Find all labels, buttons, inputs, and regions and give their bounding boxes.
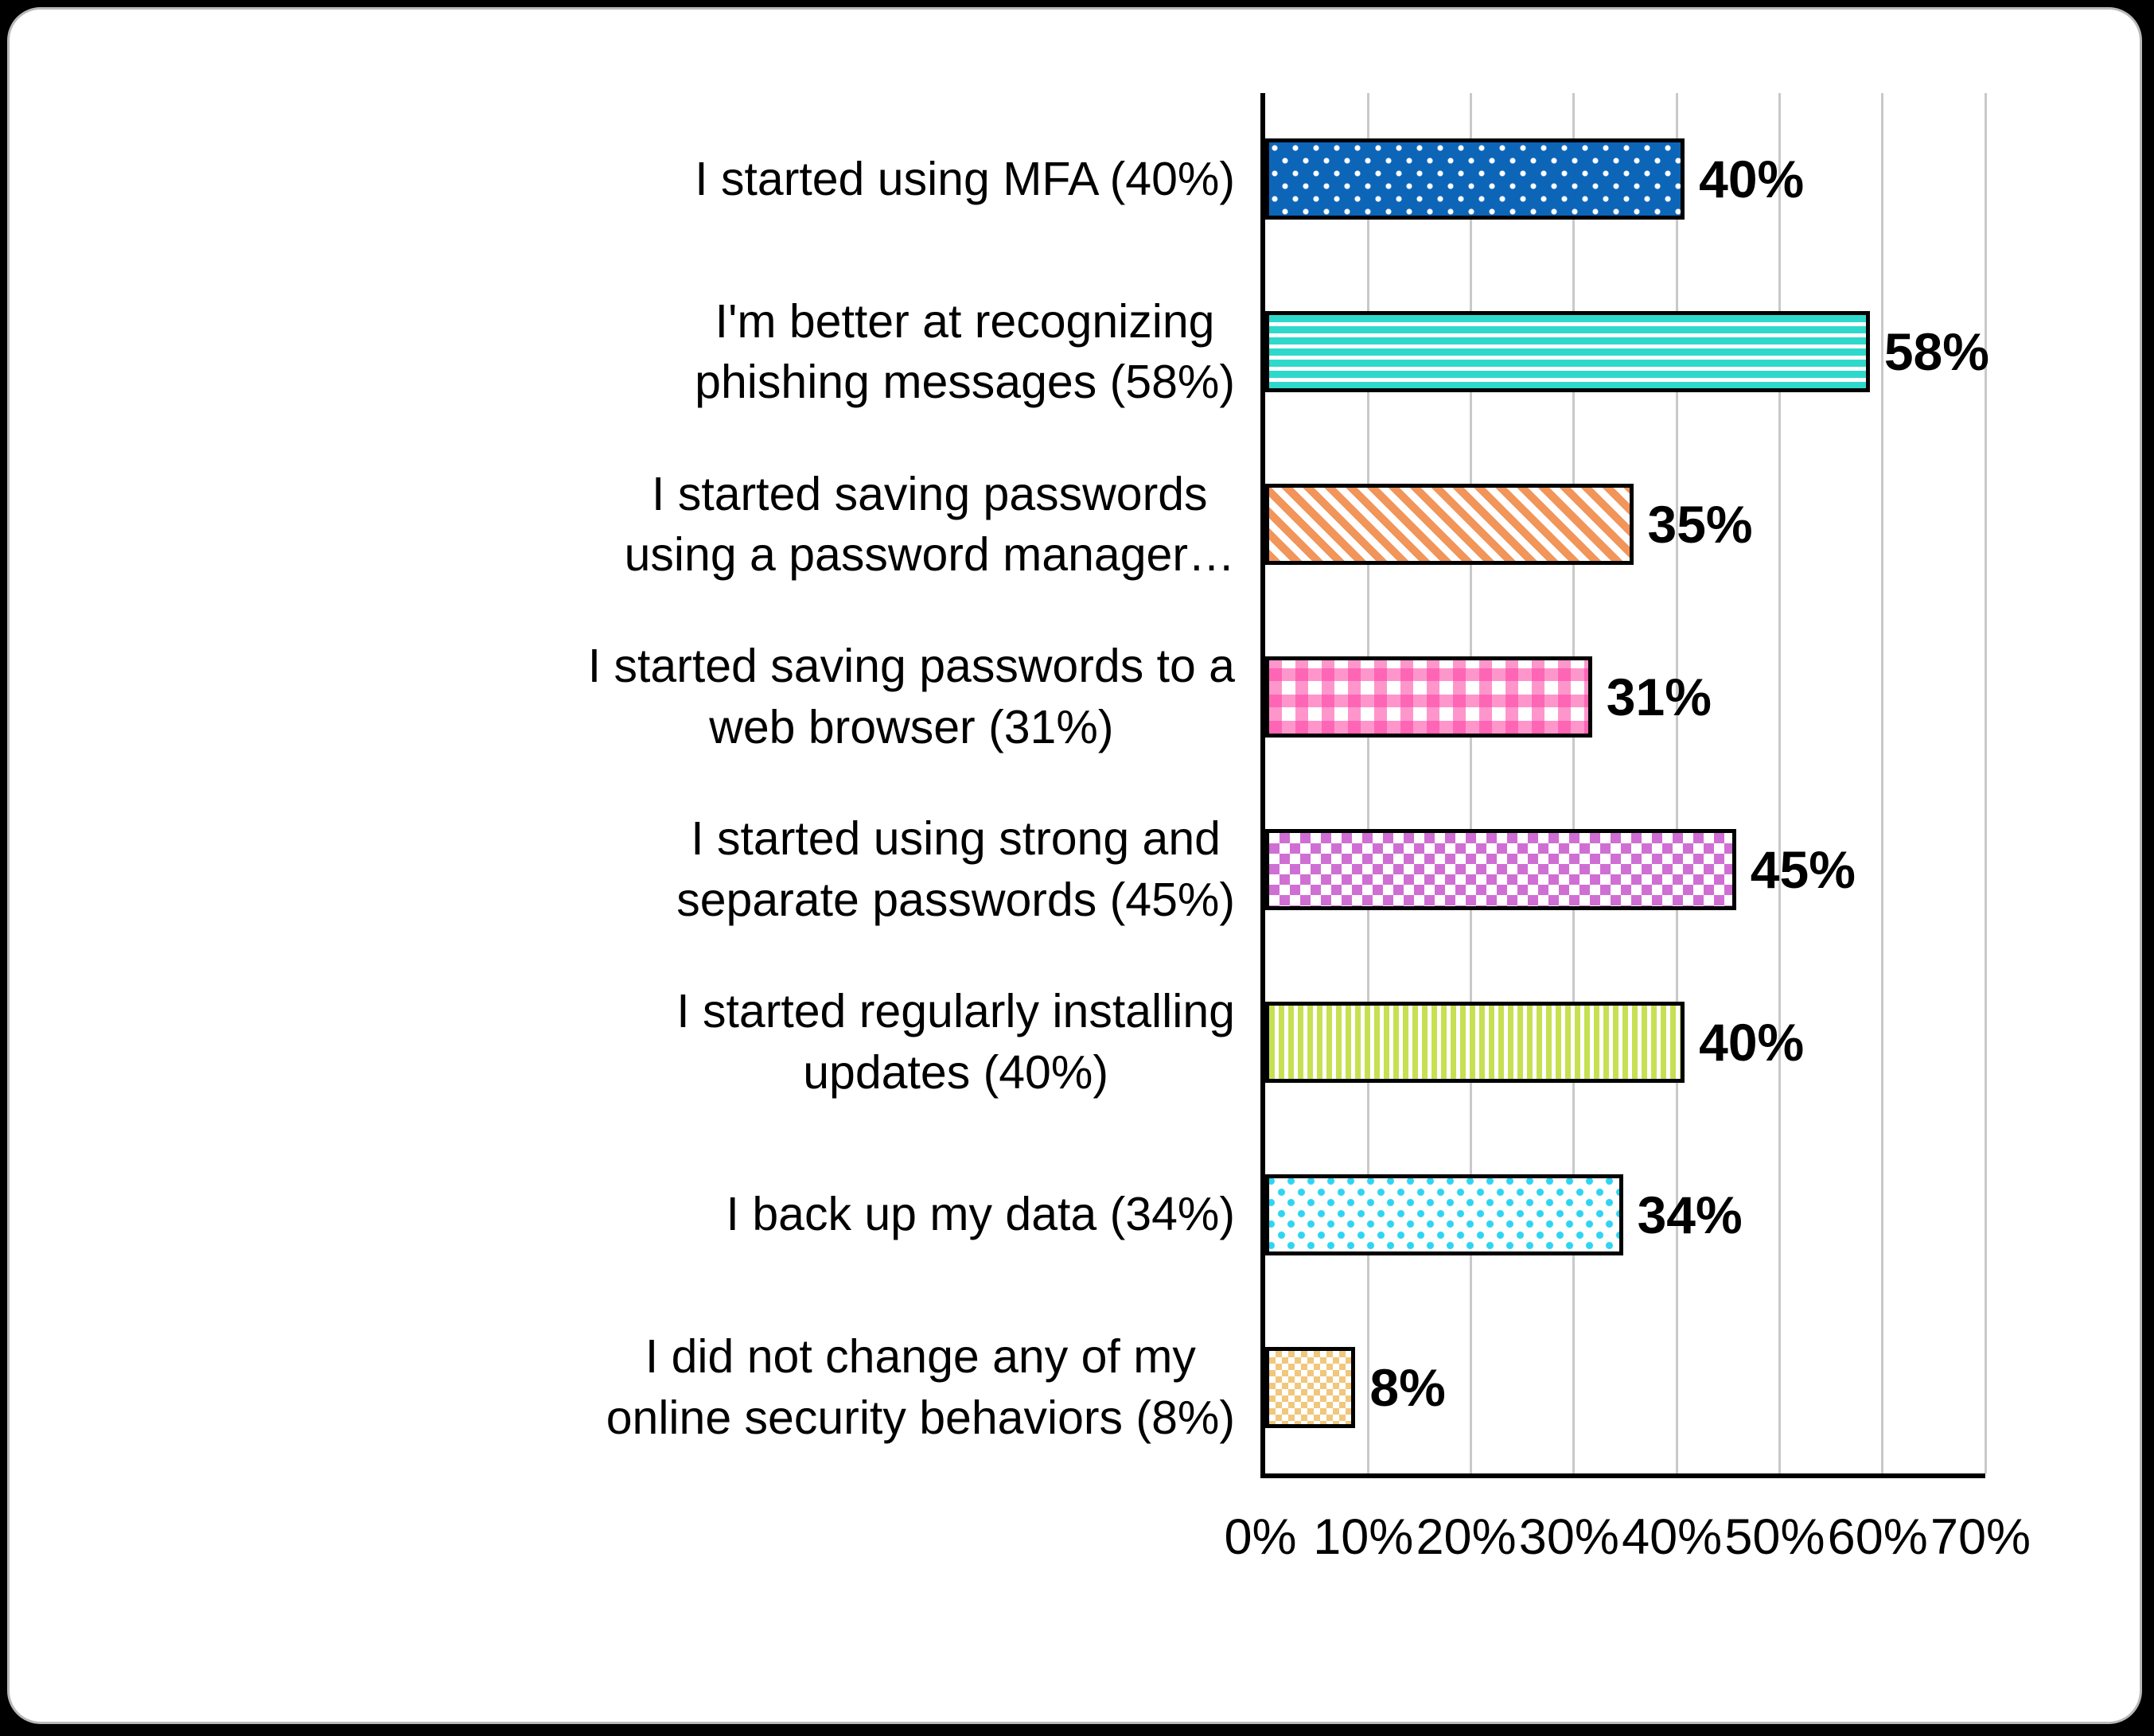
bar — [1265, 828, 1736, 910]
category-label-text: I started regularly installing updates (… — [676, 985, 1235, 1099]
value-label: 31% — [1606, 668, 1712, 727]
value-label: 35% — [1647, 495, 1753, 555]
category-label-text: I started using MFA (40%) — [695, 153, 1235, 206]
x-tick-label: 40% — [1622, 1509, 1723, 1565]
value-label: 34% — [1637, 1185, 1743, 1244]
category-label: I started saving passwords to a web brow… — [41, 611, 1235, 784]
x-tick-label: 50% — [1724, 1509, 1825, 1565]
x-tick-label: 20% — [1416, 1509, 1517, 1565]
gridline — [1778, 93, 1781, 1473]
category-label-text: I started using strong and separate pass… — [676, 812, 1235, 926]
gridline — [1881, 93, 1884, 1473]
category-label: I'm better at recognizing phishing messa… — [41, 266, 1235, 438]
category-label: I started using MFA (40%) — [41, 93, 1235, 266]
category-axis: I started using MFA (40%) I'm better at r… — [41, 93, 1235, 1473]
gridline — [1470, 93, 1473, 1473]
category-label: I started saving passwords using a passw… — [41, 438, 1235, 611]
x-tick-label: 60% — [1827, 1509, 1928, 1565]
category-label: I started regularly installing updates (… — [41, 956, 1235, 1128]
plot-area: 40% 58% 35% 31% 45% 40% 34% 8% — [1260, 93, 1989, 1478]
category-label-text: I started saving passwords to a web brow… — [587, 640, 1235, 754]
bar — [1265, 1001, 1685, 1083]
bar — [1265, 484, 1634, 566]
category-label-text: I back up my data (34%) — [726, 1188, 1235, 1241]
value-label: 58% — [1883, 322, 1989, 382]
x-tick-label: 10% — [1313, 1509, 1414, 1565]
x-tick-label: 70% — [1930, 1509, 2031, 1565]
value-label: 45% — [1750, 839, 1856, 899]
category-label-text: I started saving passwords using a passw… — [624, 467, 1235, 582]
x-axis: 0% 10% 20% 30% 40% 50% 60% 70% — [1224, 1499, 2031, 1578]
category-label: I did not change any of my online securi… — [41, 1301, 1235, 1473]
category-label: I started using strong and separate pass… — [41, 784, 1235, 956]
bar — [1265, 656, 1592, 738]
bar — [1265, 138, 1685, 220]
bar — [1265, 311, 1870, 393]
x-tick-label: 0% — [1224, 1509, 1297, 1565]
gridline — [1366, 93, 1369, 1473]
gridline — [1984, 93, 1987, 1473]
category-label: I back up my data (34%) — [41, 1128, 1235, 1301]
category-label-text: I did not change any of my online securi… — [606, 1329, 1235, 1444]
bar — [1265, 1174, 1623, 1255]
value-label: 8% — [1369, 1357, 1446, 1417]
value-label: 40% — [1699, 1012, 1805, 1072]
chart-card: I started using MFA (40%) I'm better at r… — [7, 7, 2142, 1724]
gridline — [1675, 93, 1678, 1473]
bar — [1265, 1346, 1356, 1428]
gridline — [1572, 93, 1576, 1473]
x-tick-label: 30% — [1518, 1509, 1619, 1565]
value-label: 40% — [1699, 150, 1805, 209]
category-label-text: I'm better at recognizing phishing messa… — [695, 294, 1235, 409]
